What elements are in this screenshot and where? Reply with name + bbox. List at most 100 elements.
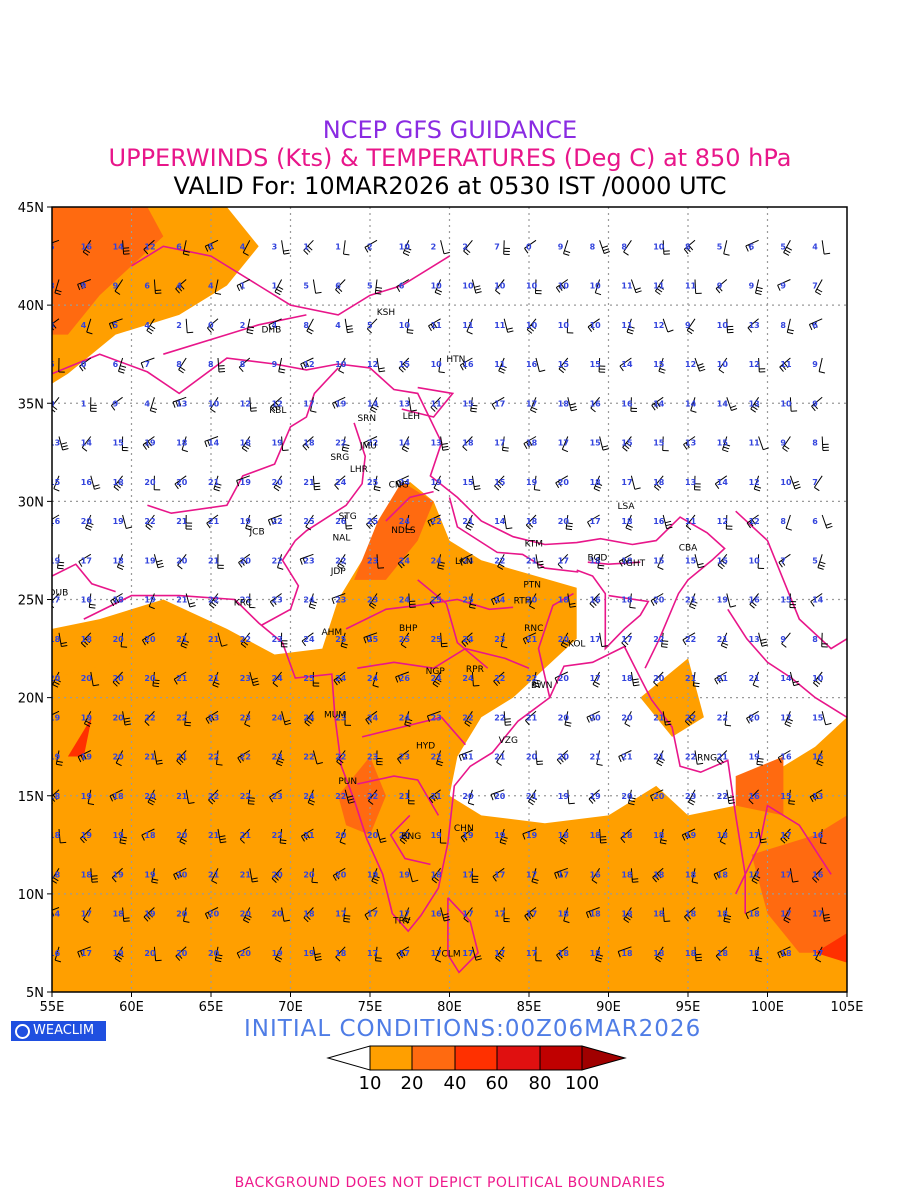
wind-barb [336,750,346,766]
wind-barb [180,632,189,649]
temperature-value: 22 [717,713,728,722]
barb-feather [754,488,761,492]
wind-barb [173,671,187,685]
wind-barb [556,946,569,961]
barb-feather [114,679,120,685]
temperature-value: 5 [49,360,55,369]
barb-staff [52,593,60,602]
wind-barb [535,357,546,373]
wind-barb [274,946,283,963]
barb-feather [715,955,721,961]
barb-staff [619,357,632,367]
barb-staff [694,946,697,961]
barb-staff [57,554,60,569]
wind-barb [684,710,696,726]
temperature-value: 11 [494,360,506,369]
barb-feather [809,796,814,803]
barb-feather [777,284,781,291]
temperature-value: 18 [749,910,761,919]
barb-feather [595,959,602,963]
temperature-value: 18 [621,910,633,919]
wind-barb [80,632,92,648]
coastline-main [83,594,746,933]
barb-feather [748,716,753,723]
barb-staff [344,789,350,804]
temperature-value: 20 [176,556,188,565]
barb-feather [524,915,529,921]
lon-label: 60E [119,1000,144,1015]
wind-barb [630,397,638,412]
temperature-value: 5 [812,556,818,565]
barb-feather [141,834,145,841]
barb-feather [348,801,355,804]
temperature-value: 1 [335,242,341,251]
barb-staff [143,907,155,918]
wind-barb [714,671,728,685]
wind-barb [299,553,314,565]
wind-barb [364,239,378,253]
wind-barb [587,514,600,528]
barb-staff [205,239,219,247]
barb-feather [466,524,473,528]
barb-feather [459,559,463,566]
barb-feather [84,249,91,254]
temperature-value: 20 [621,713,633,722]
barb-staff [52,868,60,881]
barb-feather [494,485,500,491]
temperature-value: 18 [590,556,602,565]
barb-staff [307,789,314,803]
barb-staff [343,240,346,255]
barb-feather [536,763,544,765]
wind-barb [343,907,351,923]
temperature-value: 21 [240,870,252,879]
barb-feather [180,756,186,761]
wind-barb [279,828,287,845]
barb-staff [532,671,537,686]
barb-feather [91,881,99,883]
barb-feather [691,600,698,604]
barb-staff [336,750,346,762]
temperature-value: 18 [81,635,93,644]
temperature-value: 18 [558,399,570,408]
barb-feather [654,875,660,881]
barb-staff [245,514,251,529]
barb-feather [334,401,339,408]
barb-feather [530,409,537,413]
barb-staff [153,750,158,765]
barb-staff [408,868,413,882]
barb-staff [279,828,283,843]
wind-barb [376,750,383,766]
temperature-value: 24 [367,713,379,722]
temperature-value: 17 [494,399,505,408]
barb-feather [433,794,439,800]
wind-barb [623,240,632,256]
barb-feather [242,641,249,646]
temperature-value: 2 [367,242,373,251]
wind-barb [722,436,731,453]
barb-feather [539,369,546,373]
barb-feather [177,953,183,959]
temperature-value: 18 [717,831,729,840]
barb-staff [809,318,823,325]
barb-staff [122,514,127,529]
barb-feather [431,878,438,884]
temperature-value: 12 [240,399,251,408]
wind-barb [108,318,123,330]
barb-staff [179,828,187,842]
wind-barb [715,946,728,961]
barb-feather [626,913,633,918]
wind-barb [694,554,705,569]
temperature-value: 25 [367,478,379,487]
wind-barb [269,789,282,803]
barb-feather [823,914,830,916]
color-legend: 10 20 40 60 80 100 [326,1045,627,1094]
temperature-value: 18 [176,439,188,448]
temperature-value: 19 [303,949,315,958]
barb-feather [723,253,730,256]
barb-feather [748,244,752,251]
temperature-value: 5 [367,321,373,330]
barb-feather [405,528,412,531]
barb-feather [686,329,693,335]
barb-staff [500,632,505,647]
